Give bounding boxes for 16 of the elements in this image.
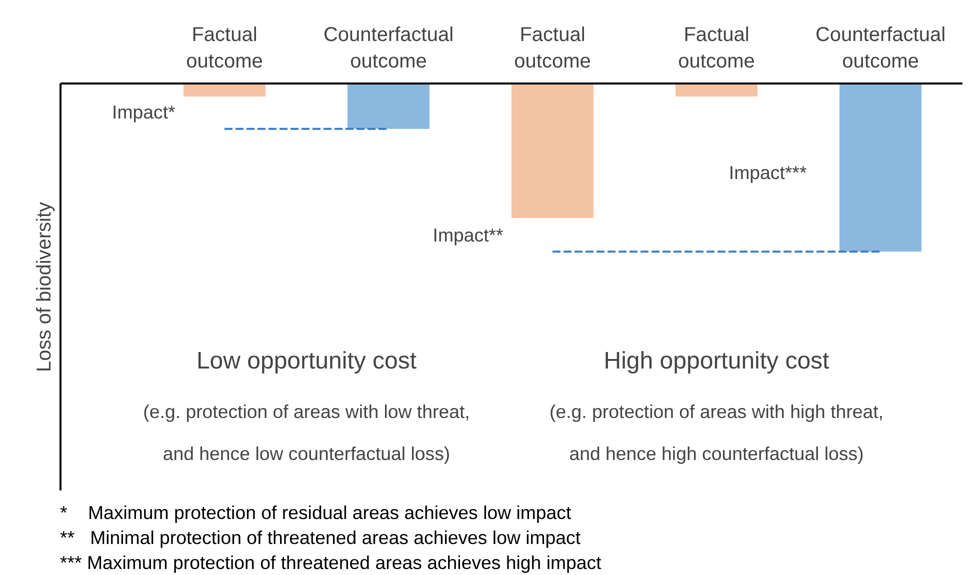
x-tick-label: Factual outcome: [514, 24, 591, 72]
y-axis-title: Loss of biodiversity: [34, 202, 56, 372]
x-tick-label: Factual outcome: [678, 24, 755, 72]
text: *** Maximum protection of threatened areas achieves high impact: [60, 552, 602, 574]
text: (e.g. protection of areas with high threat, and hence high counterfactual loss): [550, 400, 884, 464]
text: High opportunity cost: [604, 348, 830, 374]
x-tick-label: Factual outcome: [186, 24, 263, 72]
annotation: Impact*: [112, 102, 176, 123]
x-tick-label: Counterfactual outcome: [815, 24, 946, 72]
annotation: Impact***: [728, 162, 807, 184]
x-tick-label: Counterfactual outcome: [323, 24, 454, 72]
text: * Maximum protection of residual areas achieves low impact: [60, 502, 572, 523]
text: Low opportunity cost: [196, 348, 417, 374]
text: ** Minimal protection of threatened areas achieves low impact: [60, 527, 581, 548]
text: (e.g. protection of areas with low threat, and hence low counterfactual loss): [143, 400, 470, 464]
annotation: Impact**: [432, 224, 504, 246]
